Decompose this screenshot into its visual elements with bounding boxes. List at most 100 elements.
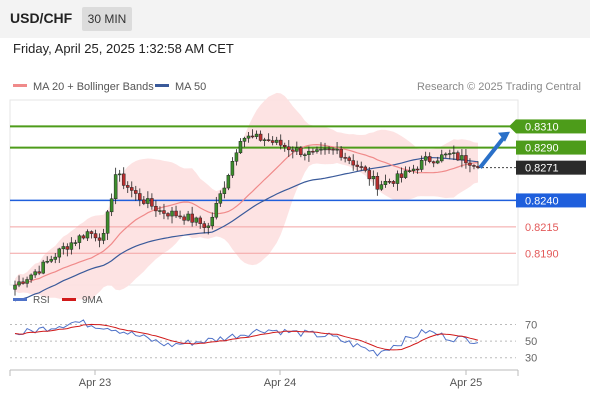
moving-averages [14, 143, 479, 302]
x-tick-label: Apr 24 [264, 377, 296, 389]
level-tag-support [516, 193, 586, 208]
rsi-line [14, 319, 479, 357]
candle-body [303, 154, 307, 156]
candle-body [198, 217, 202, 224]
rsi-ma-line [14, 323, 479, 351]
candle-body [254, 133, 259, 137]
candle-body [319, 148, 323, 151]
level-label-resistance: 0.8310 [525, 121, 559, 133]
candle-body [387, 181, 392, 183]
level-label-support_minor: 0.8190 [525, 248, 559, 260]
candle-body [307, 150, 311, 155]
rsi-tick-label: 50 [525, 336, 537, 348]
candle-body [468, 162, 472, 166]
candle-body [194, 217, 198, 223]
candle-body [130, 187, 134, 191]
x-tick-label: Apr 25 [450, 377, 482, 389]
candle-body [214, 203, 219, 218]
candle-body [21, 281, 25, 284]
candle-body [278, 139, 283, 146]
candle-body [230, 161, 235, 176]
candle-body [435, 160, 440, 164]
candle-body [158, 210, 162, 212]
candle-body [125, 185, 130, 188]
candle-body [464, 155, 468, 164]
candle-body [17, 281, 21, 286]
last-price-label: 0.8271 [525, 163, 559, 175]
candle-body [154, 205, 158, 212]
price-panel-frame [9, 99, 519, 286]
candle-body [448, 153, 452, 155]
candle-body [295, 147, 299, 152]
level-tag-resistance [516, 140, 586, 155]
candle-body [37, 271, 41, 274]
candle-body [415, 168, 420, 171]
candle-body [262, 139, 267, 141]
candle-body [407, 170, 412, 172]
candle-body [166, 213, 170, 217]
candle-body [61, 246, 66, 250]
candle-body [331, 148, 335, 151]
candle-body [242, 137, 247, 142]
candle-body [299, 147, 303, 156]
ma20-legend-swatch [13, 84, 27, 87]
candle-body [182, 216, 186, 221]
candle-body [452, 152, 456, 154]
candle-body [117, 173, 122, 176]
candle-body [97, 237, 102, 241]
candle-body [109, 198, 114, 213]
candle-body [81, 235, 86, 239]
candle-body [49, 259, 53, 262]
ma20-legend-label: MA 20 + Bollinger Bands [33, 81, 154, 93]
resistance-tag-pointer [509, 119, 516, 134]
credit-label: Research © 2025 Trading Central [417, 81, 581, 93]
candle-body [77, 235, 82, 243]
ma50-legend-swatch [155, 84, 169, 87]
candle-body [238, 141, 243, 154]
candle-body [363, 166, 368, 171]
candle-body [367, 170, 372, 180]
candle-body [440, 154, 444, 162]
candle-body [206, 225, 211, 228]
candle-body [258, 133, 263, 141]
candle-body [427, 156, 432, 162]
candle-body [222, 187, 227, 194]
x-tick-label: Apr 23 [79, 377, 111, 389]
candle-body [29, 274, 33, 280]
top-bar: USD/CHF 30 MIN [0, 0, 590, 38]
level-label-resistance: 0.8290 [525, 143, 559, 155]
ma50-line [14, 156, 479, 302]
candle-body [460, 155, 464, 161]
candle-body [170, 210, 174, 217]
candle-body [134, 190, 138, 194]
candle-body [150, 198, 154, 207]
candle-body [113, 174, 118, 200]
rsi-panel: 70 50 30 [10, 319, 537, 365]
candle-body [282, 144, 287, 147]
candle-body [13, 284, 17, 290]
candle-body [246, 135, 251, 139]
rsi-tick-label: 70 [525, 319, 537, 331]
ma50-legend-label: MA 50 [175, 81, 206, 93]
candle-body [178, 215, 182, 218]
candle-body [391, 181, 396, 184]
candle-body [69, 242, 74, 250]
candle-body [138, 193, 142, 201]
candle-body [270, 140, 275, 143]
candle-body [335, 148, 339, 151]
candle-body [444, 153, 448, 156]
candle-body [359, 166, 363, 168]
candle-body [291, 149, 295, 152]
candle-body [423, 156, 428, 161]
candle-body [343, 157, 347, 159]
candle-body [411, 168, 416, 171]
trend-arrow [478, 131, 510, 169]
ma20-line [14, 143, 479, 286]
candle-body [266, 139, 271, 141]
symbol-title: USD/CHF [10, 10, 73, 26]
timeframe-button[interactable]: 30 MIN [82, 7, 132, 31]
candle-body [371, 176, 376, 180]
candle-body [65, 246, 70, 250]
level-label-support: 0.8240 [525, 195, 559, 207]
